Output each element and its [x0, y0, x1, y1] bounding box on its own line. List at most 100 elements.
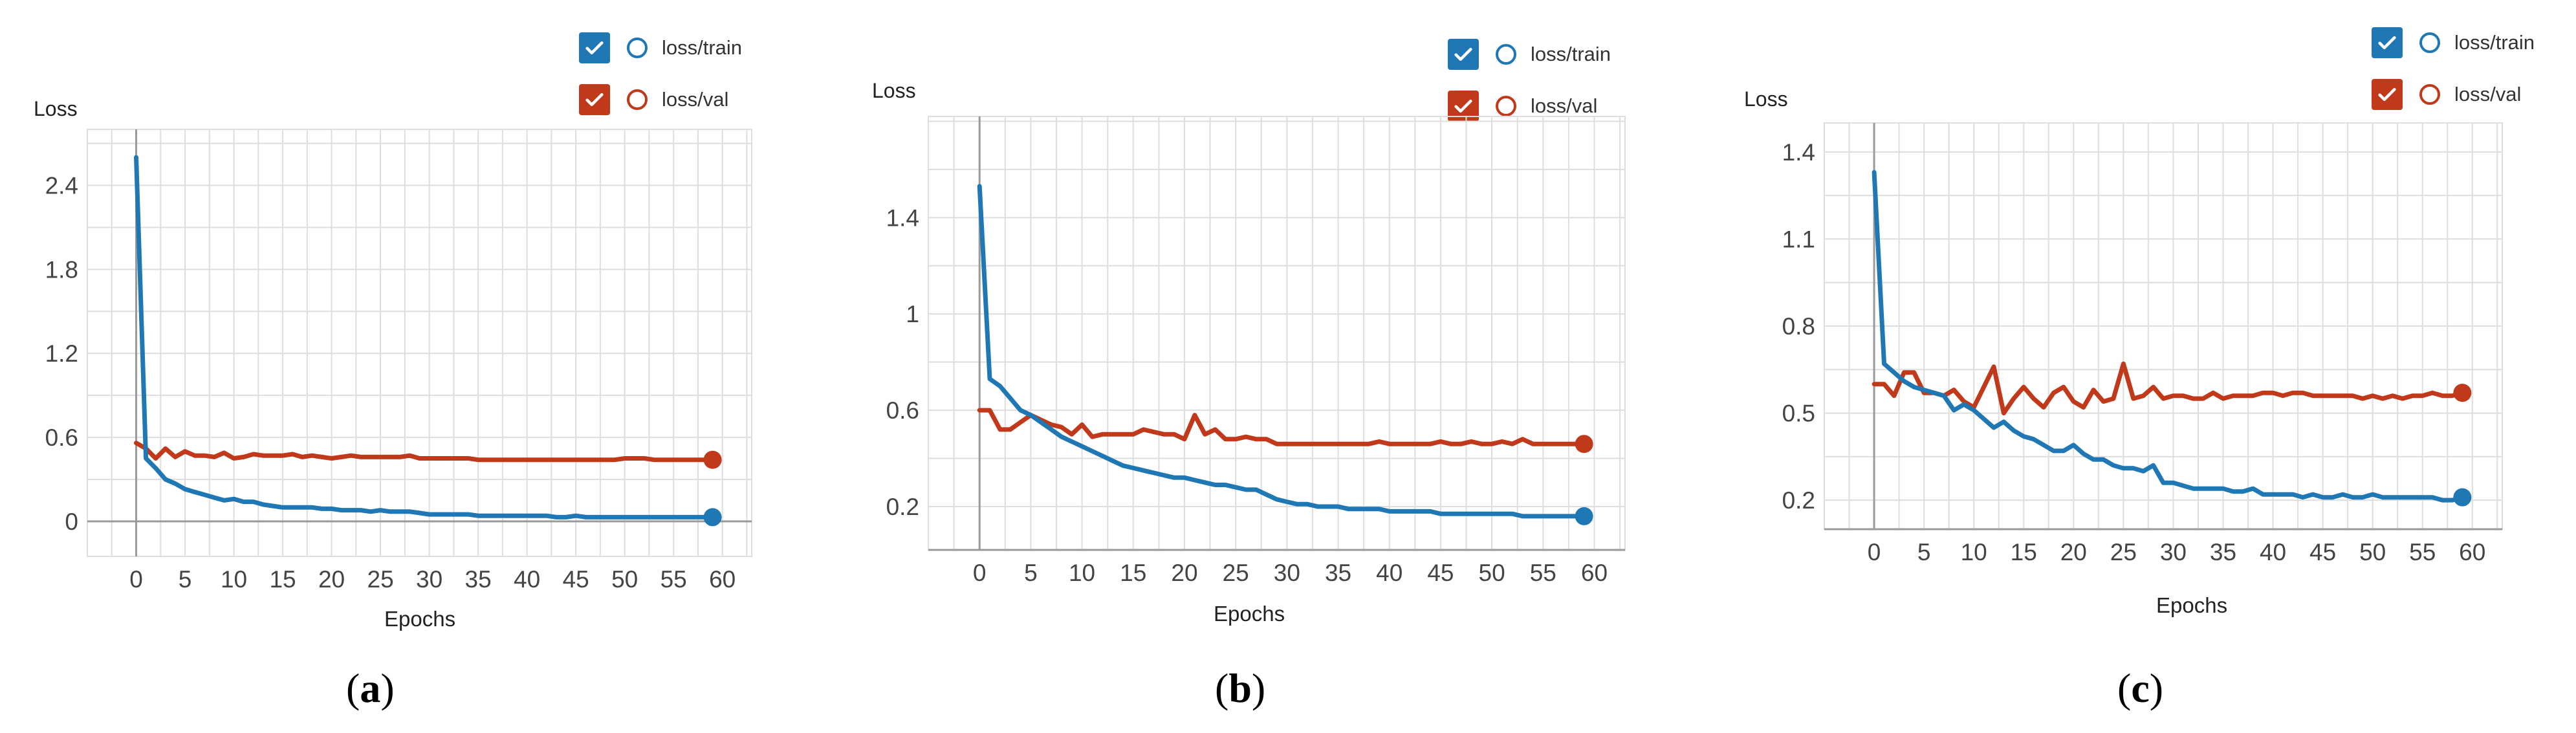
x-tick-label: 55 — [660, 566, 687, 593]
val-end-marker — [1575, 435, 1593, 454]
x-tick-label: 15 — [1120, 560, 1146, 586]
legend-label-train: loss/train — [2454, 31, 2535, 54]
val-loss-line — [1872, 361, 2465, 416]
x-tick-label: 20 — [318, 566, 345, 593]
x-tick-label: 55 — [2409, 539, 2436, 565]
legend-label-train: loss/train — [1531, 43, 1611, 65]
circle-marker-icon — [1496, 44, 1516, 65]
y-tick-label: 1 — [906, 301, 919, 327]
x-tick-label: 20 — [2060, 539, 2087, 565]
chart-panel-c: loss/train loss/val Loss 0 5 10 15 20 25 30 35 4… — [1721, 0, 2576, 733]
x-tick-label: 30 — [416, 566, 442, 593]
x-tick-label: 45 — [1427, 560, 1454, 586]
x-tick-label: 5 — [179, 566, 192, 593]
x-tick-label: 30 — [1274, 560, 1300, 586]
checkbox-checked-icon[interactable] — [579, 84, 610, 115]
legend-item-train[interactable]: loss/train — [1448, 36, 1611, 72]
x-tick-label: 15 — [2011, 539, 2037, 565]
y-tick-label: 0.6 — [45, 424, 78, 451]
x-axis-label: Epochs — [2156, 593, 2228, 617]
x-axis-label: Epochs — [384, 607, 456, 631]
legend-item-train[interactable]: loss/train — [579, 30, 742, 66]
y-tick-label: 0.6 — [886, 397, 919, 424]
checkbox-checked-icon[interactable] — [1448, 39, 1479, 70]
x-tick-label: 60 — [709, 566, 736, 593]
train-end-marker — [703, 508, 722, 527]
legend-item-train[interactable]: loss/train — [2372, 25, 2535, 61]
legend: loss/train loss/val — [1448, 36, 1611, 140]
val-end-marker — [2453, 384, 2472, 402]
x-tick-label: 45 — [563, 566, 589, 593]
x-tick-label: 30 — [2160, 539, 2187, 565]
y-tick-label: 0 — [65, 509, 78, 535]
val-end-marker — [703, 450, 722, 469]
val-loss-line — [134, 441, 715, 463]
legend-item-val[interactable]: loss/val — [2372, 76, 2535, 113]
y-tick-label: 0.5 — [1782, 400, 1815, 427]
train-loss-line — [977, 184, 1587, 519]
line-chart: 0 5 10 15 20 25 30 35 40 45 50 55 60 0.2 0.6 1 1.4 — [886, 116, 1626, 586]
y-tick-label: 1.4 — [1782, 139, 1815, 166]
x-tick-label: 40 — [514, 566, 540, 593]
circle-marker-icon — [1496, 96, 1516, 116]
train-loss-line — [134, 155, 715, 520]
x-tick-label: 20 — [1171, 560, 1197, 586]
train-end-marker — [2453, 488, 2472, 507]
x-tick-label: 40 — [1376, 560, 1403, 586]
x-tick-label: 35 — [1325, 560, 1351, 586]
x-tick-label: 60 — [2459, 539, 2485, 565]
legend-label-val: loss/val — [1531, 94, 1598, 117]
x-tick-label: 10 — [1069, 560, 1095, 586]
y-axis-label: Loss — [1744, 87, 1788, 111]
chart-panel-b: loss/train loss/val Loss 0 5 10 15 20 25 30 35 4… — [860, 0, 1701, 733]
legend-item-val[interactable]: loss/val — [579, 82, 742, 118]
legend: loss/train loss/val — [2372, 25, 2535, 128]
x-tick-label: 15 — [269, 566, 296, 593]
x-tick-label: 60 — [1581, 560, 1608, 586]
x-tick-label: 40 — [2260, 539, 2286, 565]
y-axis-label: Loss — [872, 79, 916, 102]
x-tick-label: 50 — [1479, 560, 1505, 586]
x-axis-label: Epochs — [1214, 602, 1285, 626]
x-tick-label: 35 — [465, 566, 492, 593]
line-chart: 0 5 10 15 20 25 30 35 40 45 50 55 60 0 0.6 1.2 1.8 2.4 — [45, 129, 752, 593]
legend-label-train: loss/train — [662, 36, 743, 59]
y-tick-label: 0.2 — [886, 494, 919, 520]
y-tick-label: 1.2 — [45, 340, 78, 367]
x-tick-label: 55 — [1530, 560, 1556, 586]
figure-caption: (a) — [346, 665, 395, 711]
legend: loss/train loss/val — [579, 30, 742, 133]
circle-marker-icon — [2419, 84, 2440, 105]
y-tick-label: 0.2 — [1782, 487, 1815, 514]
train-end-marker — [1575, 507, 1593, 525]
y-tick-label: 1.4 — [886, 204, 919, 231]
y-tick-label: 1.8 — [45, 256, 78, 283]
line-chart: 0 5 10 15 20 25 30 35 40 45 50 55 60 0.2 0.5 0.8 1.1 1.4 — [1782, 122, 2503, 565]
x-tick-label: 25 — [2110, 539, 2137, 565]
y-axis-label: Loss — [34, 97, 78, 120]
chart-panel-a: loss/train loss/val Loss 0 5 10 15 20 25 30 35 4… — [0, 0, 841, 733]
x-tick-label: 0 — [1868, 539, 1881, 565]
checkbox-checked-icon[interactable] — [579, 32, 610, 63]
x-tick-label: 0 — [973, 560, 987, 586]
figure-caption: (b) — [1215, 665, 1266, 711]
x-tick-label: 25 — [1223, 560, 1249, 586]
x-tick-label: 50 — [2359, 539, 2386, 565]
y-tick-label: 2.4 — [45, 173, 78, 199]
plot-frame — [87, 129, 752, 557]
checkbox-checked-icon[interactable] — [2372, 79, 2403, 110]
plot-frame — [928, 116, 1626, 551]
circle-marker-icon — [627, 89, 648, 110]
circle-marker-icon — [627, 38, 648, 58]
x-tick-label: 0 — [129, 566, 143, 593]
x-tick-label: 35 — [2210, 539, 2236, 565]
x-tick-label: 10 — [1961, 539, 1987, 565]
x-tick-label: 50 — [611, 566, 638, 593]
x-tick-label: 5 — [1917, 539, 1931, 565]
x-tick-label: 45 — [2309, 539, 2336, 565]
y-tick-label: 1.1 — [1782, 226, 1815, 252]
checkbox-checked-icon[interactable] — [2372, 27, 2403, 58]
figure-caption: (c) — [2117, 665, 2164, 711]
legend-label-val: loss/val — [2454, 83, 2522, 105]
circle-marker-icon — [2419, 32, 2440, 53]
